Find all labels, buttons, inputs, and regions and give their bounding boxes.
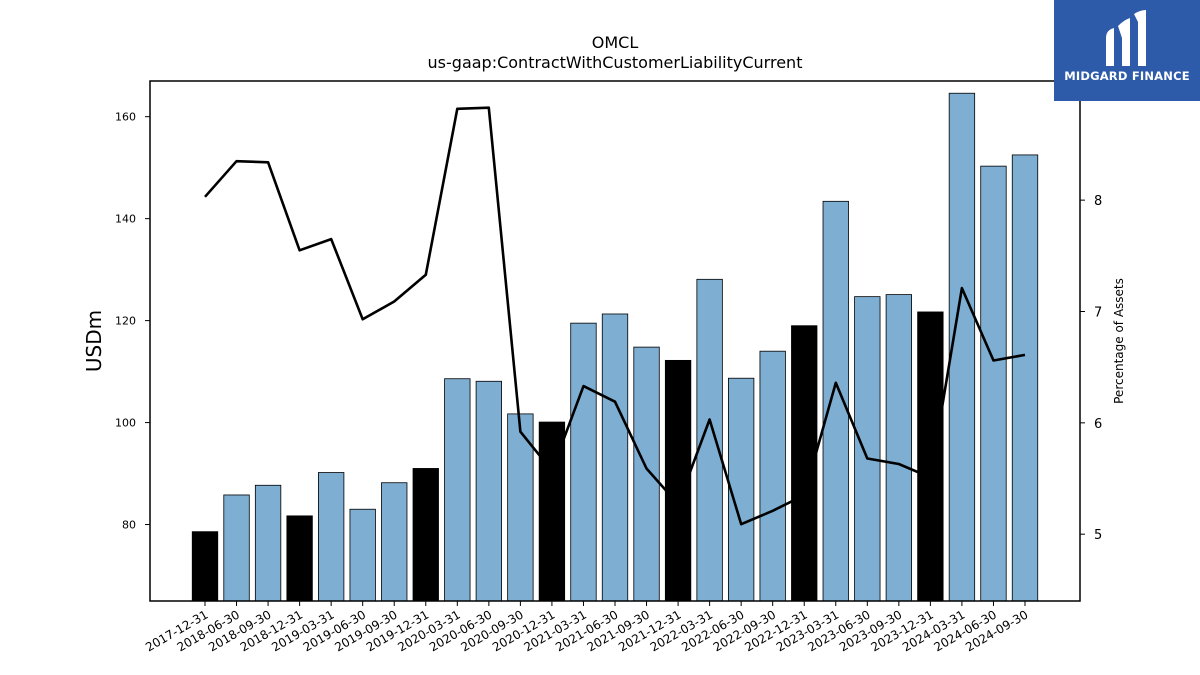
y-axis-label-right: Percentage of Assets bbox=[1112, 278, 1126, 404]
bar-2020-09-30 bbox=[507, 413, 534, 602]
bar-2023-09-30 bbox=[885, 294, 912, 602]
bar-2019-03-31 bbox=[318, 472, 345, 602]
bar-2022-06-30 bbox=[728, 377, 755, 602]
chart-title: OMCL bbox=[592, 33, 639, 52]
bar-2019-12-31 bbox=[412, 468, 439, 602]
line-series bbox=[204, 106, 1026, 526]
y-axis-label: USDm bbox=[82, 310, 106, 372]
bar-2020-03-31 bbox=[444, 378, 471, 602]
bar-2023-12-31 bbox=[917, 311, 944, 602]
bar-2021-09-30 bbox=[633, 346, 660, 602]
midgard-finance-logo: MIDGARD FINANCE bbox=[1054, 0, 1200, 101]
logo-text: MIDGARD FINANCE bbox=[1064, 69, 1190, 83]
y-tick-label: 140 bbox=[115, 213, 136, 226]
x-axis: 2017-12-312018-06-302018-09-302018-12-31… bbox=[143, 601, 1031, 654]
y-axis-right: 5 6 7 8 bbox=[1080, 194, 1102, 543]
bar-2021-06-30 bbox=[601, 313, 629, 602]
y-tick-label: 80 bbox=[122, 519, 136, 532]
bar-2020-12-31 bbox=[538, 421, 566, 602]
bar-series bbox=[191, 92, 1039, 602]
bar-2022-09-30 bbox=[759, 350, 786, 602]
y-tick-label: 100 bbox=[115, 417, 136, 430]
bar-2024-06-30 bbox=[980, 165, 1007, 602]
bar-2018-12-31 bbox=[286, 515, 313, 602]
bar-2023-06-30 bbox=[854, 296, 881, 602]
bar-2018-06-30 bbox=[223, 494, 250, 602]
y-right-tick-label: 6 bbox=[1094, 417, 1102, 432]
chart-subtitle: us-gaap:ContractWithCustomerLiabilityCur… bbox=[428, 53, 803, 72]
bar-2019-09-30 bbox=[381, 482, 408, 602]
y-right-tick-label: 8 bbox=[1094, 194, 1102, 209]
y-tick-label: 120 bbox=[115, 315, 136, 328]
bar-2019-06-30 bbox=[349, 508, 376, 602]
y-tick-label: 160 bbox=[115, 111, 136, 124]
bar-2017-12-31 bbox=[191, 531, 219, 602]
bar-2021-03-31 bbox=[570, 322, 597, 602]
bar-2024-09-30 bbox=[1011, 154, 1039, 602]
logo-mark-icon bbox=[1106, 10, 1146, 66]
y-right-tick-label: 7 bbox=[1094, 305, 1102, 320]
line-percentage-of-assets bbox=[204, 106, 1026, 526]
y-axis-left: 80 100 120 140 160 bbox=[115, 111, 150, 532]
bar-2020-06-30 bbox=[475, 380, 502, 602]
bar-2018-09-30 bbox=[254, 484, 282, 602]
y-right-tick-label: 5 bbox=[1094, 528, 1102, 543]
